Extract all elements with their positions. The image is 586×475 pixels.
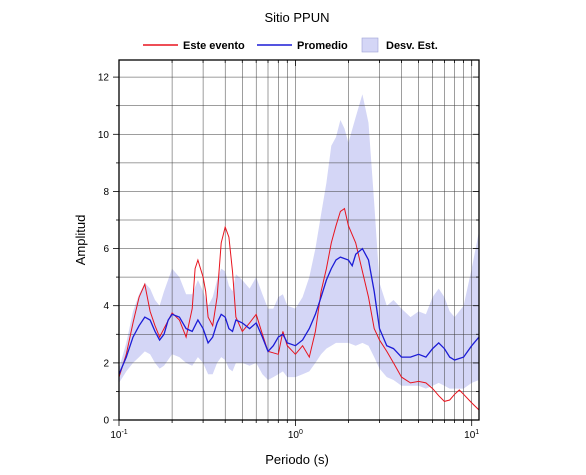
plot-area [113,59,480,426]
legend: Este evento Promedio Desv. Est. [143,37,438,53]
series-line-promedio [118,247,480,375]
chart-title: Sitio PPUN [264,10,329,25]
std-dev-band [119,94,479,389]
y-tick-label: 12 [98,73,110,84]
series-line-este-evento [118,207,480,411]
y-tick-labels: 0 2 4 6 8 10 12 [98,73,110,427]
grid [119,60,479,420]
y-tick-label: 0 [103,416,109,427]
y-tick-label: 4 [103,301,109,312]
plot-frame [118,59,480,421]
legend-swatch-desv-est [361,37,379,53]
x-tick-labels: 10-1 100 101 [110,429,479,441]
legend-label-desv-est: Desv. Est. [386,40,438,52]
legend-label-este-evento: Este evento [183,40,245,52]
y-axis-title: Amplitud [73,215,88,266]
y-tick-label: 2 [103,358,109,369]
x-axis-title: Periodo (s) [265,452,329,467]
x-tick-label: 101 [464,429,479,441]
y-tick-label: 10 [98,130,110,141]
y-tick-label: 6 [103,244,109,255]
legend-label-promedio: Promedio [297,40,348,52]
x-tick-label: 100 [288,429,303,441]
y-tick-label: 8 [103,187,109,198]
x-tick-label: 10-1 [110,429,127,441]
